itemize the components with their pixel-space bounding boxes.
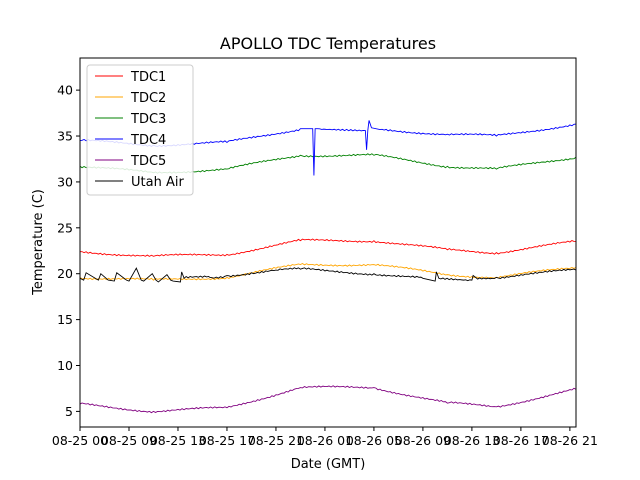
y-tick-label: 10 (57, 358, 73, 373)
x-axis-label: Date (GMT) (291, 457, 366, 472)
x-tick-label: 08-25 21 (248, 433, 304, 448)
x-tick-label: 08-26 05 (346, 433, 402, 448)
y-axis: 5 10 15 20 25 30 35 40 (57, 83, 80, 419)
chart-title: APOLLO TDC Temperatures (220, 34, 436, 53)
x-tick-label: 08-25 00 (52, 433, 108, 448)
x-tick-label: 08-26 21 (542, 433, 598, 448)
y-tick-label: 25 (57, 220, 73, 235)
x-tick-label: 08-26 13 (444, 433, 500, 448)
x-tick-label: 08-26 01 (297, 433, 353, 448)
x-tick-label: 08-25 17 (199, 433, 255, 448)
legend-label-tdc4: TDC4 (130, 133, 166, 148)
legend-label-tdc5: TDC5 (130, 154, 166, 169)
legend-items: TDC1 TDC2 TDC3 TDC4 TDC5 Utah Air (95, 70, 184, 190)
series-line-tdc1 (79, 238, 577, 257)
legend-label-tdc2: TDC2 (130, 91, 166, 106)
series-line-tdc2 (79, 262, 577, 281)
y-tick-label: 30 (57, 174, 73, 189)
x-tick-label: 08-25 13 (150, 433, 206, 448)
legend: TDC1 TDC2 TDC3 TDC4 TDC5 Utah Air (86, 64, 194, 196)
y-tick-label: 40 (57, 83, 73, 98)
plot-frame (79, 57, 577, 428)
x-tick-label: 08-26 17 (493, 433, 549, 448)
y-tick-label: 20 (57, 266, 73, 281)
y-axis-label: Temperature (C) (31, 189, 46, 296)
legend-label-tdc3: TDC3 (130, 112, 166, 127)
x-tick-label: 08-26 09 (395, 433, 451, 448)
series-line-tdc5 (79, 385, 577, 414)
y-tick-label: 15 (57, 312, 73, 327)
y-tick-label: 35 (57, 129, 73, 144)
series-line-utah-air (79, 267, 577, 283)
y-tick-label: 5 (65, 404, 73, 419)
legend-label-utah-air: Utah Air (131, 175, 184, 190)
legend-label-tdc1: TDC1 (130, 70, 166, 85)
x-tick-label: 08-25 09 (101, 433, 157, 448)
